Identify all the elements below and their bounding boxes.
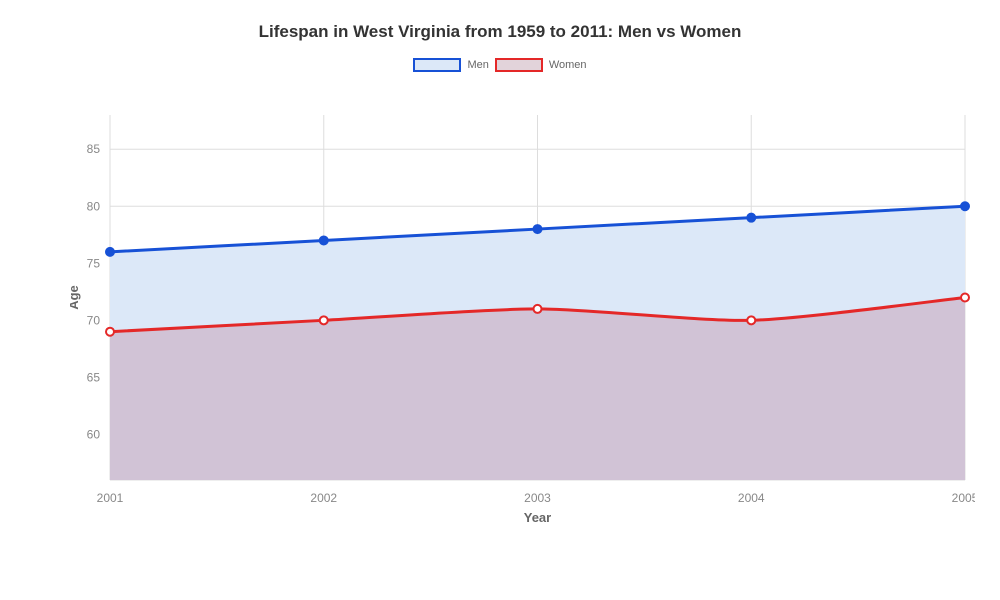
marker-men[interactable] — [961, 202, 969, 210]
x-tick-label: 2002 — [310, 491, 337, 505]
x-tick-label: 2003 — [524, 491, 551, 505]
y-tick-label: 85 — [87, 142, 101, 156]
chart-container: Lifespan in West Virginia from 1959 to 2… — [0, 0, 1000, 600]
legend-label-men: Men — [467, 59, 488, 71]
legend-swatch-men — [413, 58, 461, 72]
legend-label-women: Women — [549, 59, 587, 71]
legend: Men Women — [0, 58, 1000, 72]
y-tick-label: 60 — [87, 427, 101, 441]
x-tick-label: 2004 — [738, 491, 765, 505]
marker-women[interactable] — [106, 328, 114, 336]
x-tick-label: 2005 — [952, 491, 975, 505]
x-axis-label: Year — [524, 510, 551, 525]
marker-women[interactable] — [961, 294, 969, 302]
marker-men[interactable] — [747, 214, 755, 222]
marker-women[interactable] — [320, 316, 328, 324]
y-axis-label: Age — [70, 285, 81, 310]
x-tick-label: 2001 — [97, 491, 124, 505]
plot-area: 60 65 70 75 80 85 2001 2002 2003 2004 2005 Age Year — [70, 105, 975, 525]
marker-men[interactable] — [106, 248, 114, 256]
y-tick-label: 75 — [87, 256, 101, 270]
y-tick-label: 70 — [87, 313, 101, 327]
chart-title: Lifespan in West Virginia from 1959 to 2… — [0, 22, 1000, 42]
y-tick-label: 80 — [87, 199, 101, 213]
marker-men[interactable] — [320, 236, 328, 244]
marker-women[interactable] — [534, 305, 542, 313]
legend-swatch-women — [495, 58, 543, 72]
marker-men[interactable] — [534, 225, 542, 233]
legend-item-women[interactable]: Women — [495, 58, 587, 72]
legend-item-men[interactable]: Men — [413, 58, 488, 72]
marker-women[interactable] — [747, 316, 755, 324]
y-tick-label: 65 — [87, 370, 101, 384]
